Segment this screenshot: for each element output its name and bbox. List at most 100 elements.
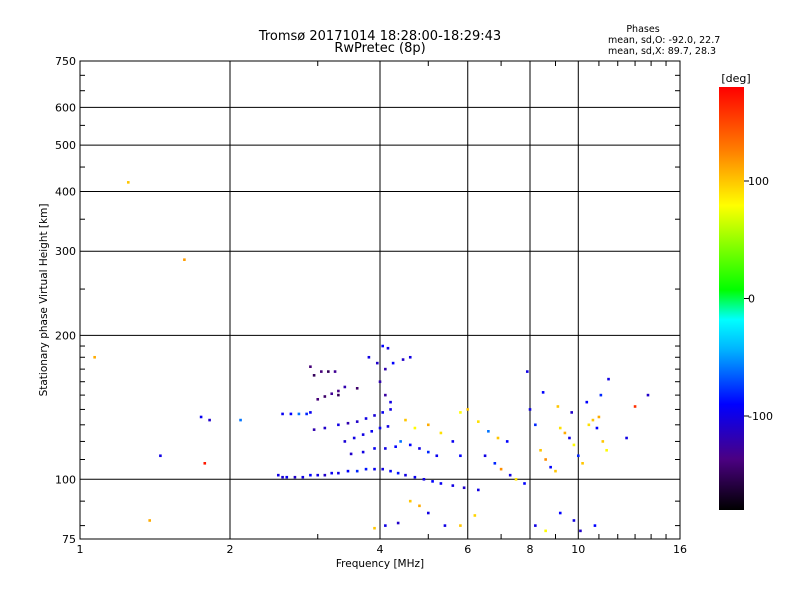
data-point — [378, 380, 382, 384]
data-point — [285, 475, 289, 479]
data-point — [381, 467, 384, 471]
data-point — [528, 408, 532, 411]
data-point — [572, 519, 576, 522]
data-point — [384, 367, 387, 371]
data-point — [309, 473, 312, 477]
data-point — [451, 440, 455, 443]
data-point — [93, 355, 96, 359]
y-tick-label: 600 — [55, 101, 76, 114]
data-point — [364, 417, 368, 420]
data-point — [375, 361, 379, 365]
data-point — [408, 443, 412, 447]
data-point — [607, 377, 610, 381]
data-point — [508, 473, 512, 477]
data-point — [408, 355, 412, 359]
data-point — [426, 450, 430, 454]
data-point — [443, 524, 447, 527]
data-point — [431, 480, 434, 483]
data-point — [426, 423, 430, 427]
data-point — [384, 447, 387, 450]
data-point — [330, 471, 334, 475]
data-point — [203, 462, 207, 465]
data-point — [337, 423, 340, 427]
data-point — [576, 454, 580, 458]
data-point — [563, 431, 567, 435]
data-point — [378, 426, 382, 430]
data-point — [534, 524, 537, 527]
data-point — [349, 452, 353, 456]
data-point — [408, 499, 412, 503]
data-point — [595, 426, 599, 430]
axis-ticks: 1 2 4 6 8 10 16 75 100 200 300 400 500 600 750 — [55, 55, 687, 556]
y-tick-label: 75 — [62, 533, 76, 546]
data-point — [384, 393, 387, 397]
data-point — [391, 361, 395, 365]
data-point — [541, 391, 545, 394]
data-point — [346, 469, 350, 473]
data-point — [459, 454, 462, 458]
phase-legend-title: Phases — [626, 24, 659, 35]
data-point — [312, 374, 316, 377]
data-point — [208, 418, 211, 422]
data-point — [646, 393, 650, 397]
data-point — [389, 408, 392, 411]
data-point — [462, 486, 466, 490]
data-point — [570, 411, 573, 414]
data-point — [539, 448, 542, 452]
chart-subtitle: RwPretec (8p) — [334, 41, 425, 56]
data-point — [625, 436, 628, 440]
data-point — [439, 431, 443, 435]
data-point — [355, 469, 359, 473]
data-point — [346, 421, 350, 425]
data-point — [361, 433, 365, 436]
data-point — [558, 426, 562, 430]
chart-title: Tromsø 20171014 18:28:00-18:29:43 — [258, 29, 501, 44]
data-point — [544, 458, 547, 461]
data-point — [337, 389, 340, 393]
colorbar-ticks: 100 0 -100 — [744, 175, 773, 423]
phase-legend-line-o: mean, sd,O: -92.0, 22.7 — [608, 35, 720, 46]
x-tick-label: 6 — [464, 543, 471, 556]
data-point — [309, 365, 312, 368]
colorbar-tick-label: 100 — [748, 175, 769, 188]
data-point — [333, 370, 337, 373]
x-axis-label: Frequency [MHz] — [336, 558, 424, 570]
data-point — [183, 258, 186, 261]
data-point — [399, 440, 402, 443]
data-point — [605, 448, 608, 452]
data-point — [316, 398, 320, 401]
data-point — [373, 526, 376, 530]
data-point — [525, 370, 529, 373]
data-point — [544, 529, 547, 533]
data-point — [556, 405, 560, 408]
data-point — [337, 471, 340, 475]
data-point — [323, 473, 327, 477]
data-point — [293, 475, 297, 479]
data-point — [585, 400, 589, 404]
data-point — [343, 440, 347, 443]
data-point — [373, 447, 376, 450]
data-point — [320, 370, 323, 373]
data-point — [487, 430, 490, 433]
data-point — [373, 414, 376, 417]
data-point — [473, 514, 477, 517]
data-point — [323, 426, 327, 430]
data-point — [459, 524, 462, 527]
y-tick-label: 100 — [55, 473, 76, 486]
data-point — [404, 418, 407, 422]
x-tick-label: 16 — [673, 543, 687, 556]
data-point — [499, 467, 503, 471]
data-point — [352, 436, 356, 440]
data-point — [477, 420, 480, 423]
data-point — [568, 436, 571, 440]
data-point — [418, 447, 421, 450]
data-point — [389, 469, 392, 473]
data-point — [599, 393, 603, 397]
data-point — [418, 504, 421, 508]
data-point — [364, 467, 368, 471]
data-point — [355, 387, 359, 390]
data-point — [493, 462, 497, 465]
data-point — [477, 488, 480, 492]
data-point — [514, 477, 518, 481]
data-point — [148, 519, 151, 522]
